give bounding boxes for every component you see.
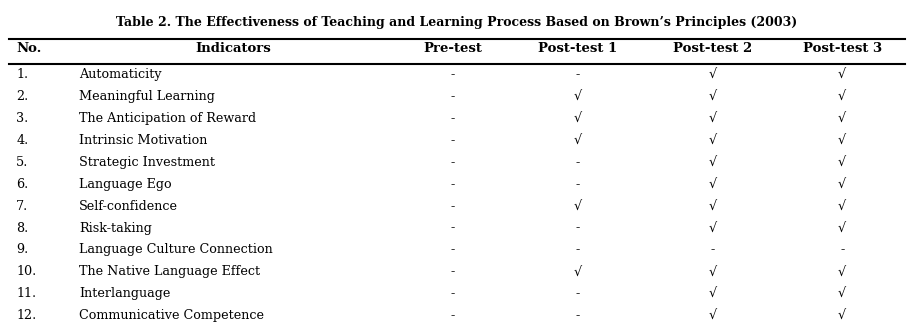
Text: √: √ <box>838 178 846 191</box>
Text: Risk-taking: Risk-taking <box>79 222 152 234</box>
Text: 3.: 3. <box>16 112 28 125</box>
Text: -: - <box>451 287 454 300</box>
Text: √: √ <box>708 287 717 300</box>
Text: 2.: 2. <box>16 90 28 103</box>
Text: √: √ <box>708 200 717 213</box>
Text: No.: No. <box>16 42 42 55</box>
Text: √: √ <box>708 134 717 147</box>
Text: -: - <box>451 200 454 213</box>
Text: √: √ <box>574 200 582 213</box>
Text: √: √ <box>838 222 846 234</box>
Text: -: - <box>451 134 454 147</box>
Text: Table 2. The Effectiveness of Teaching and Learning Process Based on Brown’s Pri: Table 2. The Effectiveness of Teaching a… <box>116 16 798 29</box>
Text: √: √ <box>708 90 717 103</box>
Text: 1.: 1. <box>16 68 28 81</box>
Text: Post-test 2: Post-test 2 <box>673 42 752 55</box>
Text: √: √ <box>708 156 717 169</box>
Text: √: √ <box>838 134 846 147</box>
Text: -: - <box>576 243 580 256</box>
Text: -: - <box>576 309 580 322</box>
Text: √: √ <box>838 309 846 322</box>
Text: √: √ <box>838 265 846 278</box>
Text: √: √ <box>708 222 717 234</box>
Text: √: √ <box>574 134 582 147</box>
Text: -: - <box>451 222 454 234</box>
Text: Post-test 3: Post-test 3 <box>802 42 882 55</box>
Text: Language Culture Connection: Language Culture Connection <box>79 243 272 256</box>
Text: -: - <box>451 265 454 278</box>
Text: Self-confidence: Self-confidence <box>79 200 178 213</box>
Text: √: √ <box>708 309 717 322</box>
Text: √: √ <box>708 178 717 191</box>
Text: 6.: 6. <box>16 178 28 191</box>
Text: √: √ <box>838 156 846 169</box>
Text: Automaticity: Automaticity <box>79 68 162 81</box>
Text: Interlanguage: Interlanguage <box>79 287 170 300</box>
Text: √: √ <box>838 200 846 213</box>
Text: -: - <box>576 287 580 300</box>
Text: -: - <box>576 222 580 234</box>
Text: -: - <box>840 243 845 256</box>
Text: 8.: 8. <box>16 222 28 234</box>
Text: 11.: 11. <box>16 287 37 300</box>
Text: √: √ <box>574 265 582 278</box>
Text: Post-test 1: Post-test 1 <box>538 42 618 55</box>
Text: √: √ <box>838 90 846 103</box>
Text: -: - <box>451 90 454 103</box>
Text: √: √ <box>708 68 717 81</box>
Text: -: - <box>576 156 580 169</box>
Text: √: √ <box>838 68 846 81</box>
Text: -: - <box>576 68 580 81</box>
Text: -: - <box>451 178 454 191</box>
Text: Pre-test: Pre-test <box>423 42 482 55</box>
Text: 10.: 10. <box>16 265 37 278</box>
Text: √: √ <box>708 112 717 125</box>
Text: Meaningful Learning: Meaningful Learning <box>79 90 215 103</box>
Text: -: - <box>451 243 454 256</box>
Text: -: - <box>451 112 454 125</box>
Text: Communicative Competence: Communicative Competence <box>79 309 264 322</box>
Text: -: - <box>451 156 454 169</box>
Text: √: √ <box>708 265 717 278</box>
Text: 9.: 9. <box>16 243 28 256</box>
Text: -: - <box>576 178 580 191</box>
Text: 5.: 5. <box>16 156 28 169</box>
Text: 7.: 7. <box>16 200 28 213</box>
Text: 12.: 12. <box>16 309 37 322</box>
Text: Strategic Investment: Strategic Investment <box>79 156 215 169</box>
Text: √: √ <box>574 112 582 125</box>
Text: -: - <box>451 68 454 81</box>
Text: √: √ <box>838 287 846 300</box>
Text: √: √ <box>838 112 846 125</box>
Text: Indicators: Indicators <box>196 42 271 55</box>
Text: 4.: 4. <box>16 134 28 147</box>
Text: Language Ego: Language Ego <box>79 178 172 191</box>
Text: √: √ <box>574 90 582 103</box>
Text: -: - <box>451 309 454 322</box>
Text: Intrinsic Motivation: Intrinsic Motivation <box>79 134 207 147</box>
Text: -: - <box>710 243 715 256</box>
Text: The Anticipation of Reward: The Anticipation of Reward <box>79 112 256 125</box>
Text: The Native Language Effect: The Native Language Effect <box>79 265 260 278</box>
